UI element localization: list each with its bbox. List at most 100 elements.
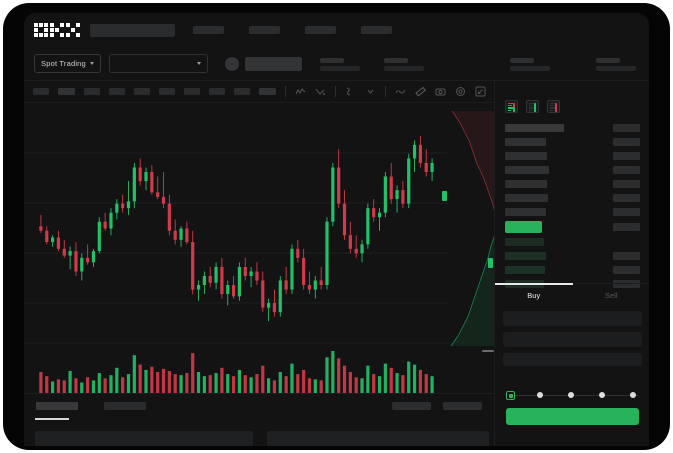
bid-price-bar <box>505 266 545 274</box>
order-total-field[interactable] <box>503 353 642 366</box>
price-marker-bid <box>442 191 447 201</box>
orderbook-ask-row[interactable] <box>495 205 649 219</box>
toolbar-button-3[interactable] <box>84 88 100 95</box>
orderbook-bid-row[interactable] <box>495 235 649 249</box>
toolbar-button-6[interactable] <box>159 88 175 95</box>
chart-gridlines <box>24 152 449 344</box>
nav-link-3[interactable] <box>305 26 336 34</box>
stat-value <box>510 66 550 71</box>
fibonacci-icon[interactable] <box>345 86 356 97</box>
ask-size-bar <box>613 194 640 202</box>
nav-link-4[interactable] <box>361 26 392 34</box>
slider-dot-25[interactable] <box>537 392 543 398</box>
tab-open-orders[interactable] <box>36 402 78 410</box>
camera-icon[interactable] <box>435 86 446 97</box>
settings-icon[interactable] <box>455 86 466 97</box>
toolbar-button-10[interactable] <box>259 88 276 95</box>
app-screen: Spot Trading <box>24 13 649 446</box>
bid-price-bar <box>505 252 546 260</box>
stat-label <box>596 58 620 63</box>
market-stat <box>384 58 424 71</box>
toolbar-button-7[interactable] <box>184 88 200 95</box>
line-chart-icon[interactable] <box>295 86 306 97</box>
bid-size-bar <box>613 252 640 260</box>
ruler-icon[interactable] <box>415 86 426 97</box>
bid-size-bar <box>613 266 640 274</box>
tab-sell[interactable]: Sell <box>573 284 650 307</box>
orderbook-bid-row[interactable] <box>495 263 649 277</box>
slider-knob[interactable] <box>506 391 515 400</box>
trend-line-icon[interactable] <box>315 86 326 97</box>
toolbar-button-2[interactable] <box>58 88 75 95</box>
orderbook-ask-row[interactable] <box>495 121 649 135</box>
slider-dot-100[interactable] <box>630 392 636 398</box>
toolbar-button-1[interactable] <box>33 88 49 95</box>
ask-size-bar <box>613 152 640 160</box>
trading-mode-select[interactable]: Spot Trading <box>34 54 101 73</box>
stat-value <box>384 66 424 71</box>
chevron-down-icon[interactable] <box>365 86 376 97</box>
orderbook-spread-row[interactable] <box>495 219 649 235</box>
orderbook-ask-row[interactable] <box>495 149 649 163</box>
logo-glyph-x <box>66 23 80 37</box>
orders-action-1[interactable] <box>392 402 431 410</box>
ask-size-bar <box>613 138 640 146</box>
orderbook-bids-icon[interactable] <box>526 100 539 113</box>
coin-avatar-icon <box>224 56 239 71</box>
price-marker-last <box>488 258 493 268</box>
toolbar-divider <box>335 86 336 97</box>
trade-form-fields <box>495 311 649 425</box>
slider-dot-75[interactable] <box>599 392 605 398</box>
toolbar-button-9[interactable] <box>234 88 250 95</box>
toolbar-button-5[interactable] <box>134 88 150 95</box>
slider-dot-50[interactable] <box>568 392 574 398</box>
depth-chart <box>450 111 494 346</box>
spread-highlight <box>505 221 542 233</box>
search-input[interactable] <box>90 23 175 37</box>
chevron-down-icon <box>89 62 94 65</box>
nav-link-1[interactable] <box>193 26 224 34</box>
orderbook-rows[interactable] <box>495 121 649 291</box>
amount-slider[interactable] <box>506 391 641 401</box>
stat-value <box>320 66 360 71</box>
orderbook-ask-row[interactable] <box>495 191 649 205</box>
submit-buy-button[interactable] <box>506 408 639 425</box>
chart-toolbar <box>24 81 494 103</box>
toolbar-button-4[interactable] <box>109 88 125 95</box>
order-amount-field[interactable] <box>503 332 642 347</box>
orderbook-both-icon[interactable] <box>505 100 518 113</box>
market-stat <box>320 58 360 71</box>
bid-size-bar <box>613 280 640 288</box>
candlestick-series <box>39 135 434 322</box>
order-price-field[interactable] <box>503 311 642 326</box>
ticker-summary <box>224 56 302 71</box>
logo-glyph-k <box>50 23 64 37</box>
tab-buy[interactable]: Buy <box>495 283 573 307</box>
tab-buy-label: Buy <box>527 291 541 300</box>
ask-price-bar <box>505 152 547 160</box>
orders-panel-right <box>267 431 489 446</box>
orderbook-ask-row[interactable] <box>495 177 649 191</box>
orderbook-bid-row[interactable] <box>495 249 649 263</box>
okx-logo-icon[interactable] <box>34 23 80 37</box>
tab-order-history[interactable] <box>104 402 146 410</box>
ask-size-bar <box>613 124 640 132</box>
orderbook-view-toggles <box>505 100 560 113</box>
spread-size-bar <box>613 223 640 231</box>
market-depth-overlay <box>449 111 494 346</box>
price-chart[interactable] <box>24 103 494 393</box>
orderbook-asks-icon[interactable] <box>547 100 560 113</box>
orderbook-ask-row[interactable] <box>495 163 649 177</box>
ask-size-bar <box>613 166 640 174</box>
wave-icon[interactable] <box>395 86 406 97</box>
logo-glyph-o <box>34 23 48 37</box>
nav-link-2[interactable] <box>249 26 280 34</box>
orders-action-2[interactable] <box>443 402 482 410</box>
toolbar-button-8[interactable] <box>209 88 225 95</box>
fullscreen-icon[interactable] <box>475 86 486 97</box>
market-stat <box>596 58 636 71</box>
trading-pair-select[interactable] <box>108 54 208 73</box>
toolbar-divider <box>285 86 286 97</box>
orderbook-ask-row[interactable] <box>495 135 649 149</box>
top-navigation-bar <box>24 13 649 47</box>
